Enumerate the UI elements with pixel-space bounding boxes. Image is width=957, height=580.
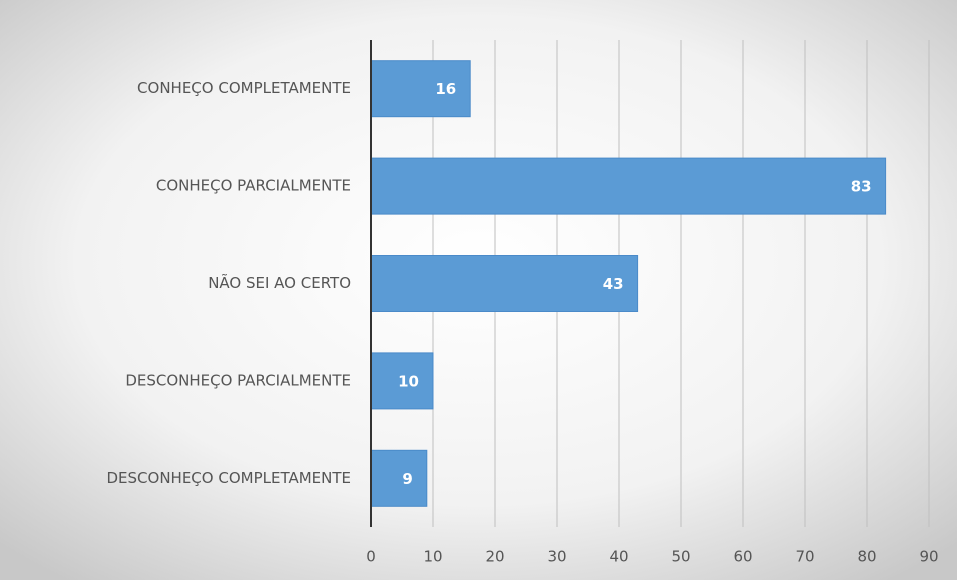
data-label: 10 [398, 372, 419, 390]
bar [370, 449, 428, 507]
y-tick-label: CONHEÇO COMPLETAMENTE [137, 79, 351, 97]
y-tick-label: DESCONHEÇO PARCIALMENTE [125, 371, 351, 389]
data-label: 16 [435, 80, 456, 98]
bar [370, 352, 434, 410]
bar [370, 60, 471, 118]
data-label: 83 [851, 178, 872, 196]
x-tick-label: 90 [919, 548, 938, 566]
x-tick-label: 10 [423, 548, 442, 566]
x-tick-label: 0 [366, 548, 376, 566]
x-tick-label: 30 [547, 548, 566, 566]
y-tick-label: CONHEÇO PARCIALMENTE [156, 177, 351, 195]
y-tick-label: NÃO SEI AO CERTO [208, 273, 351, 292]
x-tick-label: 20 [485, 548, 504, 566]
x-tick-label: 40 [609, 548, 628, 566]
x-tick-label: 70 [795, 548, 814, 566]
y-tick-label: DESCONHEÇO COMPLETAMENTE [107, 469, 352, 487]
data-label: 9 [402, 470, 412, 488]
bar [370, 255, 639, 312]
x-tick-label: 50 [671, 548, 690, 566]
x-tick-label: 60 [733, 548, 752, 566]
data-label: 43 [603, 275, 624, 293]
x-tick-label: 80 [857, 548, 876, 566]
bar [370, 157, 887, 215]
